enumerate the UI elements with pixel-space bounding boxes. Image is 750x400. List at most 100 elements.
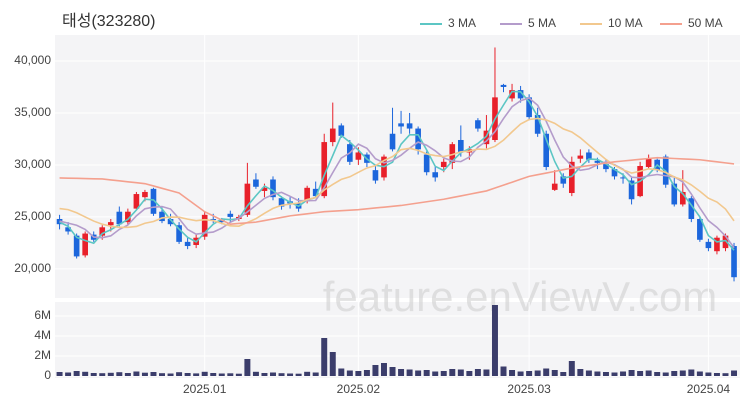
volume-bar <box>218 373 225 376</box>
candle-body <box>671 183 678 205</box>
volume-bar <box>577 369 584 376</box>
volume-bar <box>423 370 430 376</box>
volume-bar <box>457 369 464 376</box>
volume-bar <box>602 372 609 376</box>
candle-body <box>509 90 515 99</box>
volume-bar <box>227 373 234 376</box>
candle-body <box>65 227 71 232</box>
volume-bar <box>116 372 123 376</box>
candle-body <box>679 191 686 205</box>
volume-bar <box>389 367 396 376</box>
volume-bar <box>406 369 413 376</box>
volume-bar <box>620 371 627 376</box>
candle-body <box>107 222 114 226</box>
candle-body <box>329 128 336 143</box>
candle-body <box>312 188 319 197</box>
candle-body <box>645 158 652 168</box>
candle-body <box>423 154 430 173</box>
candle-body <box>415 128 421 150</box>
volume-bar <box>474 369 481 376</box>
y-tick-label: 30,000 <box>14 157 51 171</box>
candle-body <box>577 155 584 159</box>
price-plot-bg <box>55 35 740 298</box>
x-tick-label: 2025.02 <box>337 382 381 396</box>
candle-body <box>628 180 635 200</box>
volume-bar <box>594 371 601 376</box>
volume-bar <box>321 338 328 376</box>
volume-bar <box>500 366 507 376</box>
volume-bar <box>193 373 200 376</box>
candle-body <box>449 144 456 163</box>
volume-bar <box>662 372 669 376</box>
candle-body <box>355 152 362 160</box>
y-tick-label: 6M <box>34 308 51 322</box>
candle-body <box>714 237 720 252</box>
volume-bar <box>509 370 516 376</box>
candle-body <box>697 218 703 240</box>
legend-label: 50 MA <box>688 16 723 30</box>
chart-title: 태성(323280) <box>62 12 156 30</box>
volume-bar <box>133 371 140 376</box>
y-tick-label: 25,000 <box>14 209 51 223</box>
candle-body <box>688 198 695 219</box>
volume-bar <box>731 370 738 376</box>
ma-line <box>59 117 735 229</box>
candle-body <box>611 169 618 177</box>
candle-body <box>483 130 490 145</box>
volume-bar <box>551 370 558 376</box>
y-tick-label: 4M <box>34 328 51 342</box>
volume-bar <box>440 371 447 376</box>
legend-label: 10 MA <box>608 16 643 30</box>
candle-body <box>586 152 592 160</box>
candle-body <box>568 161 575 194</box>
candle-body <box>526 97 532 118</box>
volume-bar <box>534 370 541 376</box>
volume-bar <box>278 373 285 376</box>
volume-bar <box>560 372 567 376</box>
volume-bar <box>65 372 72 376</box>
volume-bar <box>654 372 661 376</box>
volume-bar <box>696 371 703 376</box>
candle-body <box>458 139 464 153</box>
candle-body <box>398 123 404 127</box>
volume-bar <box>167 373 174 376</box>
volume-bar <box>671 371 678 376</box>
candle-body <box>543 133 550 168</box>
candle-body <box>731 246 737 278</box>
volume-bar <box>628 370 635 376</box>
volume-bar <box>287 373 294 376</box>
candle-body <box>201 214 208 237</box>
volume-bar <box>304 371 311 376</box>
candle-body <box>159 211 165 222</box>
volume-bar <box>372 365 379 376</box>
volume-plot-bg <box>55 302 740 378</box>
candle-body <box>218 220 225 223</box>
candle-body <box>534 115 541 134</box>
volume-bar <box>82 371 89 376</box>
watermark: feature.enViewV.com <box>323 273 718 320</box>
candle-body <box>210 218 217 221</box>
candle-body <box>125 211 131 223</box>
candle-body <box>270 179 276 198</box>
volume-bar <box>338 368 345 376</box>
volume-bar <box>235 373 242 376</box>
volume-bar <box>244 359 251 376</box>
candle-body <box>133 194 140 209</box>
volume-bar <box>295 373 302 376</box>
volume-bar <box>56 372 63 376</box>
candle-body <box>184 241 191 247</box>
ma-line <box>59 156 735 226</box>
candle-body <box>99 227 106 236</box>
volume-bar <box>679 370 686 376</box>
candle-body <box>150 188 157 214</box>
candle-body <box>244 183 251 215</box>
volume-bar <box>449 369 456 376</box>
volume-bar <box>568 361 575 376</box>
volume-bar <box>491 305 498 376</box>
candle-body <box>551 183 558 190</box>
volume-bar <box>713 373 720 376</box>
volume-bar <box>363 370 370 376</box>
volume-bar <box>517 371 524 376</box>
